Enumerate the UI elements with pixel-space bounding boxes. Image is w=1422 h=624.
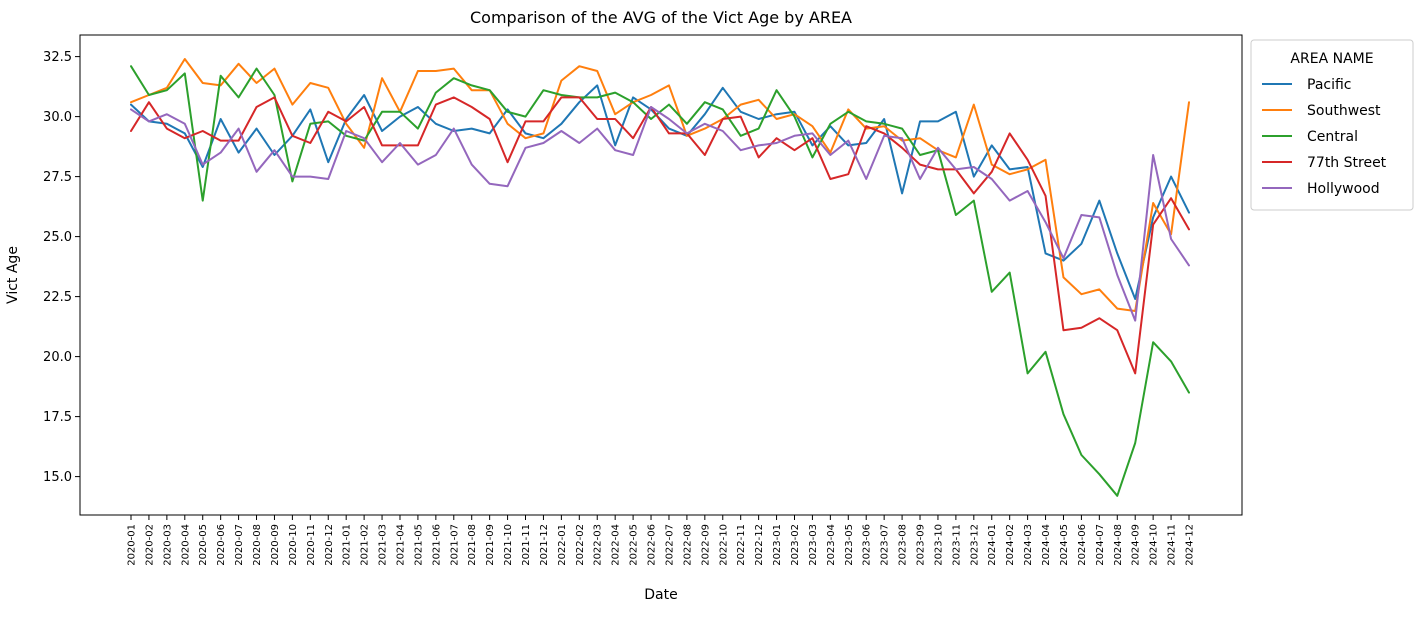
x-tick-label: 2020-11 <box>306 524 317 566</box>
x-tick-label: 2023-04 <box>826 524 837 566</box>
x-tick-label: 2023-09 <box>916 524 927 566</box>
x-tick-label: 2023-07 <box>880 524 891 566</box>
y-tick-label: 20.0 <box>43 350 72 365</box>
x-tick-label: 2024-11 <box>1167 524 1178 566</box>
x-tick-label: 2024-06 <box>1077 524 1088 566</box>
y-axis: 15.0 17.5 20.0 22.5 25.0 27.5 30.0 32.5 <box>43 50 80 485</box>
x-tick-label: 2021-03 <box>378 524 389 566</box>
x-tick-label: 2020-12 <box>324 524 335 566</box>
x-tick-label: 2023-01 <box>772 524 783 566</box>
x-tick-label: 2020-02 <box>144 524 155 566</box>
x-tick-label: 2022-07 <box>664 524 675 566</box>
legend-label: 77th Street <box>1307 155 1387 171</box>
y-tick-label: 27.5 <box>43 170 72 185</box>
x-tick-label: 2022-06 <box>647 524 658 566</box>
x-tick-label: 2023-02 <box>790 524 801 566</box>
x-tick-label: 2024-09 <box>1131 524 1142 566</box>
y-tick-label: 32.5 <box>43 50 72 65</box>
y-tick-label: 30.0 <box>43 110 72 125</box>
x-tick-label: 2020-06 <box>216 524 227 566</box>
series-line-hollywood <box>130 106 1190 322</box>
x-tick-label: 2021-06 <box>431 524 442 566</box>
y-tick-label: 22.5 <box>43 290 72 305</box>
x-tick-label: 2024-04 <box>1041 524 1052 566</box>
x-tick-label: 2022-09 <box>700 524 711 566</box>
x-tick-label: 2024-10 <box>1149 524 1160 566</box>
x-tick-label: 2024-07 <box>1095 524 1106 566</box>
legend-label: Pacific <box>1307 77 1352 93</box>
legend-item-southwest: Southwest <box>1262 103 1381 119</box>
legend: AREA NAME Pacific Southwest Central 77th St… <box>1250 39 1414 211</box>
x-tick-label: 2021-10 <box>503 524 514 566</box>
x-axis: 2020-01 2020-02 2020-03 2020-04 2020-05 2020-… <box>127 515 1196 566</box>
series-layer <box>130 58 1190 497</box>
x-tick-label: 2023-08 <box>898 524 909 566</box>
x-tick-label: 2021-02 <box>360 524 371 566</box>
x-tick-label: 2024-03 <box>1023 524 1034 566</box>
y-tick-label: 25.0 <box>43 230 72 245</box>
x-tick-label: 2021-08 <box>467 524 478 566</box>
x-tick-label: 2024-08 <box>1113 524 1124 566</box>
x-tick-label: 2024-05 <box>1059 524 1070 566</box>
y-axis-title: Vict Age <box>5 246 21 304</box>
x-tick-label: 2024-12 <box>1185 524 1196 566</box>
x-tick-label: 2021-01 <box>342 524 353 566</box>
x-tick-label: 2024-01 <box>987 524 998 566</box>
x-tick-label: 2023-12 <box>969 524 980 566</box>
x-tick-label: 2021-07 <box>449 524 460 566</box>
legend-label: Southwest <box>1307 103 1381 119</box>
x-tick-label: 2022-05 <box>629 524 640 566</box>
y-tick-label: 17.5 <box>43 410 72 425</box>
plot-frame <box>79 34 1243 516</box>
x-tick-label: 2023-11 <box>951 524 962 566</box>
x-tick-label: 2021-09 <box>485 524 496 566</box>
legend-items: Pacific Southwest Central 77th Street Hollyw… <box>1262 77 1387 197</box>
x-tick-label: 2020-04 <box>180 524 191 566</box>
x-tick-label: 2022-11 <box>736 524 747 566</box>
x-tick-label: 2020-09 <box>270 524 281 566</box>
x-tick-label: 2023-10 <box>933 524 944 566</box>
legend-title: AREA NAME <box>1290 51 1373 67</box>
x-tick-label: 2021-11 <box>521 524 532 566</box>
x-tick-label: 2023-05 <box>844 524 855 566</box>
x-tick-label: 2022-01 <box>557 524 568 566</box>
legend-label: Hollywood <box>1307 181 1380 197</box>
legend-item-77th-street: 77th Street <box>1262 155 1387 171</box>
x-tick-label: 2022-04 <box>611 524 622 566</box>
x-tick-label: 2020-07 <box>234 524 245 566</box>
x-tick-label: 2021-04 <box>395 524 406 566</box>
series-line-pacific <box>130 84 1190 300</box>
x-tick-label: 2021-12 <box>539 524 550 566</box>
legend-item-pacific: Pacific <box>1262 77 1352 93</box>
x-tick-label: 2022-08 <box>682 524 693 566</box>
x-tick-label: 2020-03 <box>162 524 173 566</box>
x-tick-label: 2022-12 <box>754 524 765 566</box>
chart-title: Comparison of the AVG of the Vict Age by… <box>470 8 852 27</box>
x-tick-label: 2024-02 <box>1005 524 1016 566</box>
legend-label: Central <box>1307 129 1358 145</box>
x-tick-label: 2020-08 <box>252 524 263 566</box>
x-tick-label: 2020-01 <box>127 524 138 566</box>
series-line-southwest <box>130 58 1190 312</box>
x-tick-label: 2021-05 <box>413 524 424 566</box>
legend-item-hollywood: Hollywood <box>1262 181 1380 197</box>
series-line-77th-street <box>130 96 1190 375</box>
x-tick-label: 2023-06 <box>862 524 873 566</box>
x-axis-title: Date <box>644 587 677 603</box>
x-tick-label: 2022-02 <box>575 524 586 566</box>
x-tick-label: 2022-03 <box>593 524 604 566</box>
x-tick-label: 2020-10 <box>288 524 299 566</box>
legend-box <box>1250 39 1414 211</box>
x-tick-label: 2020-05 <box>198 524 209 566</box>
x-tick-label: 2022-10 <box>718 524 729 566</box>
x-tick-label: 2023-03 <box>808 524 819 566</box>
legend-item-central: Central <box>1262 129 1358 145</box>
y-tick-label: 15.0 <box>43 470 72 485</box>
